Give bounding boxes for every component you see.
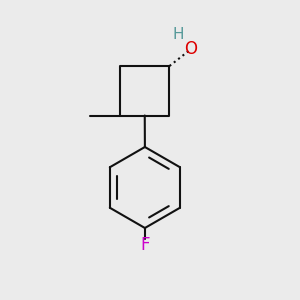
Text: H: H: [173, 27, 184, 42]
Text: F: F: [140, 236, 150, 253]
Text: O: O: [184, 40, 197, 58]
